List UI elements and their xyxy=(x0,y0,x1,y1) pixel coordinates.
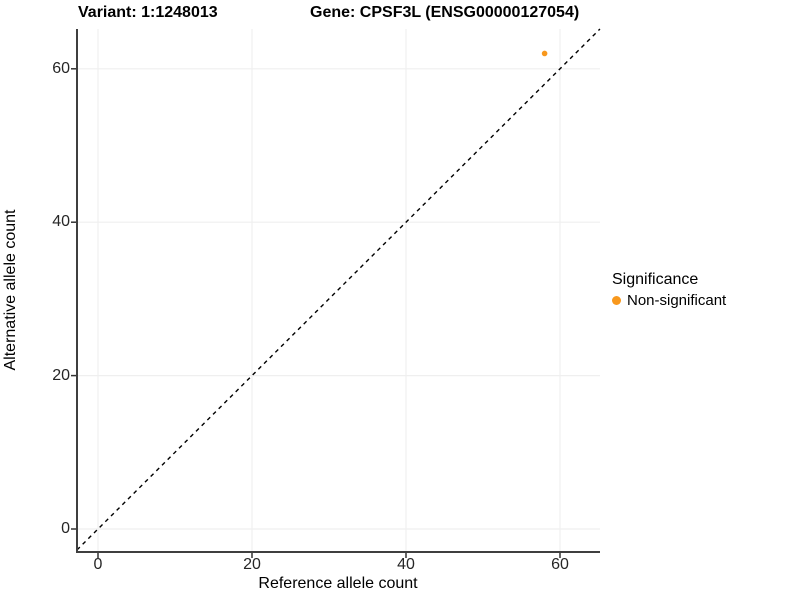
legend-title: Significance xyxy=(612,271,699,288)
plot-title-gene: Gene: CPSF3L (ENSG00000127054) xyxy=(310,4,580,21)
x-tick-label: 40 xyxy=(397,556,415,573)
x-tick-label: 60 xyxy=(551,556,569,573)
y-tick-label: 0 xyxy=(61,520,70,537)
identity-line xyxy=(76,28,601,551)
legend-item: Non-significant xyxy=(612,292,726,309)
legend-point-icon xyxy=(612,296,621,305)
y-tick-label: 40 xyxy=(52,213,70,231)
y-tick-label: 20 xyxy=(52,366,70,384)
data-point xyxy=(541,50,548,57)
legend: Significance Non-significant xyxy=(612,270,726,309)
y-axis-label: Alternative allele count xyxy=(2,209,19,371)
y-tick-label: 60 xyxy=(52,59,70,77)
legend-item-label: Non-significant xyxy=(627,292,727,309)
x-tick-label: 0 xyxy=(93,556,103,573)
x-axis-label: Reference allele count xyxy=(258,575,418,592)
plot-title-variant: Variant: 1:1248013 xyxy=(78,4,218,21)
x-tick-label: 20 xyxy=(243,556,261,573)
